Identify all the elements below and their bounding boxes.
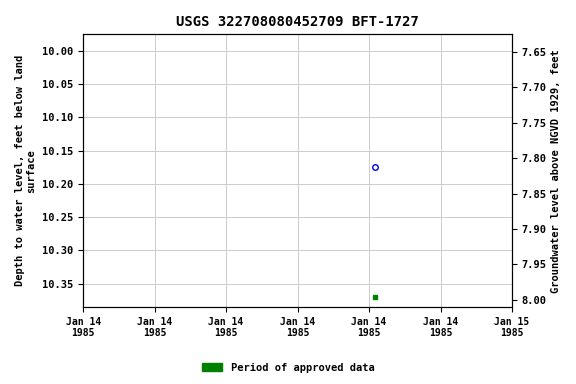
Legend: Period of approved data: Period of approved data (198, 359, 378, 377)
Title: USGS 322708080452709 BFT-1727: USGS 322708080452709 BFT-1727 (176, 15, 419, 29)
Y-axis label: Groundwater level above NGVD 1929, feet: Groundwater level above NGVD 1929, feet (551, 49, 561, 293)
Y-axis label: Depth to water level, feet below land
surface: Depth to water level, feet below land su… (15, 55, 37, 286)
